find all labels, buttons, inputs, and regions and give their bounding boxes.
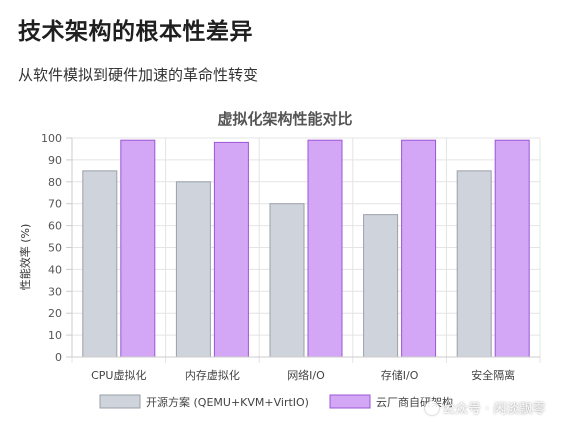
wechat-icon xyxy=(425,401,439,415)
y-tick-label: 90 xyxy=(48,154,62,167)
bar-open-source[interactable] xyxy=(456,170,492,358)
bar-cloud-vendor[interactable] xyxy=(213,141,249,358)
y-axis-label: 性能效率 (%) xyxy=(18,224,32,291)
legend-label-open-source[interactable]: 开源方案 (QEMU+KVM+VirtIO) xyxy=(146,395,309,409)
y-tick-label: 30 xyxy=(48,285,62,298)
y-tick-label: 20 xyxy=(48,307,62,320)
bar-cloud-vendor[interactable] xyxy=(494,139,530,358)
bar-cloud-vendor[interactable] xyxy=(401,139,437,358)
chart-axes: 0 10 20 30 40 50 60 70 80 90 100 CPU虚拟化 内存虚拟化 网络I/O 存储… xyxy=(41,132,540,382)
chart-bars xyxy=(82,139,530,358)
x-tick-label: 网络I/O xyxy=(287,368,325,382)
bar-open-source[interactable] xyxy=(363,214,399,358)
y-tick-label: 10 xyxy=(48,329,62,342)
legend-swatch-open-source[interactable] xyxy=(99,394,141,409)
watermark: 公众号 · 闲淡飘零 xyxy=(425,398,545,417)
watermark-text: 公众号 · 闲淡飘零 xyxy=(442,402,546,417)
x-tick-label: CPU虚拟化 xyxy=(91,368,146,382)
x-tick-label: 安全隔离 xyxy=(471,368,515,382)
page-subtitle: 从软件模拟到硬件加速的革命性转变 xyxy=(18,66,259,84)
bar-cloud-vendor[interactable] xyxy=(120,139,156,358)
bar-cloud-vendor[interactable] xyxy=(307,139,343,358)
y-tick-label: 80 xyxy=(48,176,62,189)
bar-open-source[interactable] xyxy=(175,181,211,358)
chart-title: 虚拟化架构性能对比 xyxy=(217,110,352,128)
chart-legend[interactable]: 开源方案 (QEMU+KVM+VirtIO) 云厂商自研架构 xyxy=(99,394,453,409)
page-title: 技术架构的根本性差异 xyxy=(18,19,253,45)
x-tick-label: 存储I/O xyxy=(381,368,419,382)
y-tick-label: 40 xyxy=(48,263,62,276)
y-tick-label: 60 xyxy=(48,220,62,233)
legend-swatch-cloud-vendor[interactable] xyxy=(329,394,371,409)
performance-bar-chart: 虚拟化架构性能对比 0 10 20 30 40 50 60 70 80 90 100 CPU虚拟化 内存… xyxy=(18,110,541,409)
bar-open-source[interactable] xyxy=(269,203,305,358)
y-tick-label: 0 xyxy=(55,351,62,364)
bar-open-source[interactable] xyxy=(82,170,118,358)
x-tick-label: 内存虚拟化 xyxy=(185,368,240,382)
y-tick-label: 50 xyxy=(48,242,62,255)
y-tick-label: 100 xyxy=(41,132,62,145)
y-tick-label: 70 xyxy=(48,198,62,211)
